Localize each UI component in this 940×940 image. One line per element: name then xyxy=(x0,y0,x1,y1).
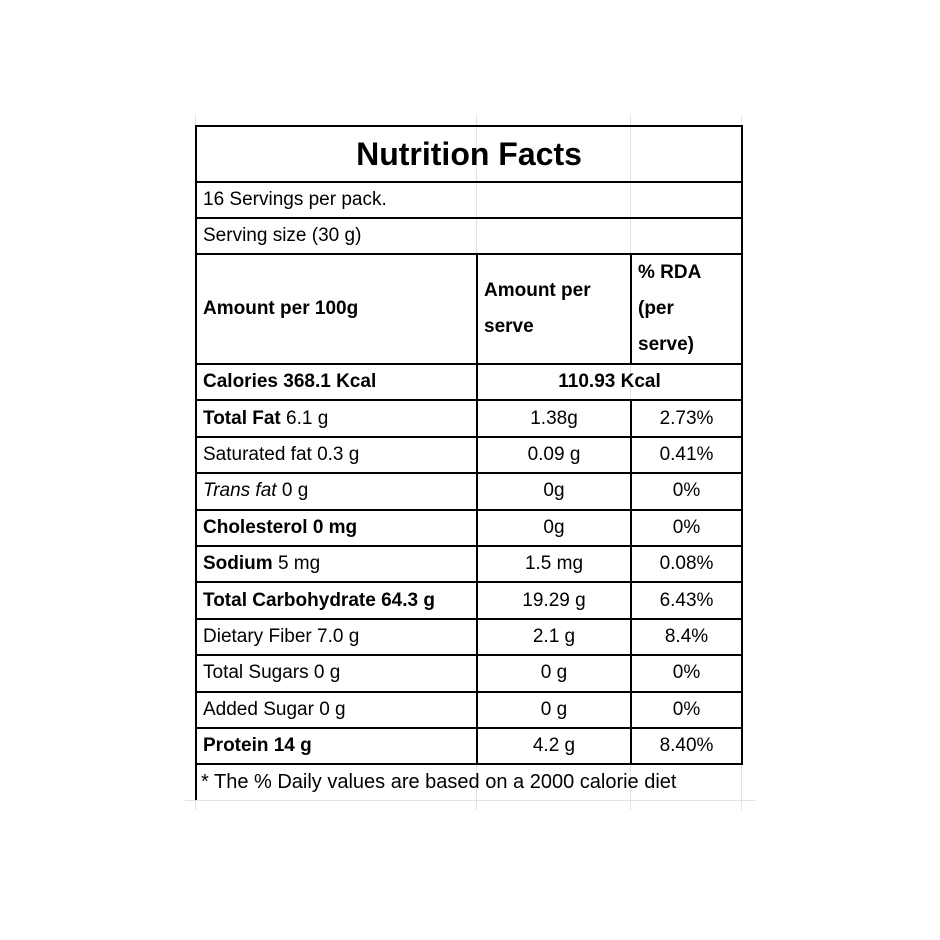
nutrient-cell: Total Fat 6.1 g xyxy=(195,399,478,438)
nutrient-amount: 5 mg xyxy=(277,553,321,575)
nutrient-cell: Cholesterol 0 mg xyxy=(195,508,478,547)
rda: 0.41% xyxy=(629,435,744,475)
nutrient-name: Total Fat xyxy=(203,407,281,429)
nutrient-cell: Sodium 5 mg xyxy=(195,544,478,584)
rda: 2.73% xyxy=(629,399,744,438)
per-serve: 1.5 mg xyxy=(476,544,632,584)
header-cell: Amount per 100g xyxy=(195,253,478,365)
nutrient-name: Added Sugar xyxy=(203,698,314,720)
nutrient-cell: Protein 14 g xyxy=(195,726,478,766)
per-serve: 1.38g xyxy=(476,399,632,438)
row: Protein 14 g 4.2 g 8.40% xyxy=(195,726,744,766)
nutrient-name: Trans fat xyxy=(203,480,277,502)
nutrient-name: Cholesterol xyxy=(203,516,308,538)
per-serve: 0 g xyxy=(476,654,632,693)
row: Total Carbohydrate 64.3 g 19.29 g 6.43% xyxy=(195,581,744,620)
nutrition-table: Nutrition Facts 16 Servings per pack. Se… xyxy=(194,125,744,801)
nutrient-amount: 0 g xyxy=(281,480,309,502)
nutrient-amount: 7.0 g xyxy=(317,625,360,647)
rda: 8.4% xyxy=(629,617,744,657)
rda: 0% xyxy=(629,472,744,511)
per-serve: 0g xyxy=(476,508,632,547)
per-serve: 0g xyxy=(476,472,632,511)
nutrient-name: Total Sugars xyxy=(203,662,309,684)
row: Dietary Fiber 7.0 g 2.1 g 8.4% xyxy=(195,617,744,657)
nutrient-name: Sodium xyxy=(203,553,273,575)
nutrient-cell: Trans fat 0 g xyxy=(195,472,478,511)
row: Sodium 5 mg 1.5 mg 0.08% xyxy=(195,544,744,584)
nutrient-cell: Added Sugar 0 g xyxy=(195,690,478,729)
nutrient-name: Calories xyxy=(203,371,278,393)
per-serve: 0 g xyxy=(476,690,632,729)
nutrient-amount: 0 mg xyxy=(312,516,358,538)
nutrient-cell: Saturated fat 0.3 g xyxy=(195,435,478,475)
footnote: * The % Daily values are based on a 2000… xyxy=(194,763,743,801)
per-serve: 110.93 Kcal xyxy=(475,362,744,402)
per-serve: 4.2 g xyxy=(476,726,632,766)
header-cell: % RDA (per serve) xyxy=(629,253,744,365)
nutrient-name: Protein xyxy=(203,735,269,757)
rda: 0.08% xyxy=(629,544,744,584)
footnote-row: * The % Daily values are based on a 2000… xyxy=(194,763,743,801)
nutrient-amount: 368.1 Kcal xyxy=(283,371,377,393)
row: Cholesterol 0 mg 0g 0% xyxy=(195,508,744,547)
servings: 16 Servings per pack. xyxy=(194,181,744,219)
nutrient-cell: Total Sugars 0 g xyxy=(195,654,478,693)
row: Calories 368.1 Kcal 110.93 Kcal xyxy=(195,362,744,402)
rda: 8.40% xyxy=(629,726,744,766)
nutrient-name: Saturated fat xyxy=(203,443,312,465)
rda: 0% xyxy=(629,690,744,729)
nutrient-name: Dietary Fiber xyxy=(203,625,312,647)
per-serve: 2.1 g xyxy=(476,617,632,657)
nutrient-amount: 14 g xyxy=(273,735,312,757)
row: Total Fat 6.1 g 1.38g 2.73% xyxy=(195,399,744,438)
header-cell: Amount per serve xyxy=(476,253,632,365)
nutrient-amount: 0 g xyxy=(319,698,346,720)
nutrient-cell: Total Carbohydrate 64.3 g xyxy=(195,581,478,620)
per-serve: 19.29 g xyxy=(476,581,632,620)
nutrient-amount: 0.3 g xyxy=(317,443,360,465)
per-serve: 0.09 g xyxy=(476,435,632,475)
rda: 0% xyxy=(629,508,744,547)
nutrient-name: Total Carbohydrate xyxy=(203,589,376,611)
serving-size: Serving size (30 g) xyxy=(194,217,744,255)
row: Trans fat 0 g 0g 0% xyxy=(195,472,744,511)
title: Nutrition Facts xyxy=(194,125,744,183)
rda: 0% xyxy=(629,654,744,693)
nutrient-cell: Dietary Fiber 7.0 g xyxy=(195,617,478,657)
nutrient-amount: 6.1 g xyxy=(286,407,329,429)
nutrient-amount: 64.3 g xyxy=(381,589,435,611)
nutrient-cell: Calories 368.1 Kcal xyxy=(195,362,478,402)
sheet-grid xyxy=(185,800,755,801)
rda: 6.43% xyxy=(629,581,744,620)
row: Saturated fat 0.3 g 0.09 g 0.41% xyxy=(195,435,744,475)
nutrient-amount: 0 g xyxy=(313,662,341,684)
